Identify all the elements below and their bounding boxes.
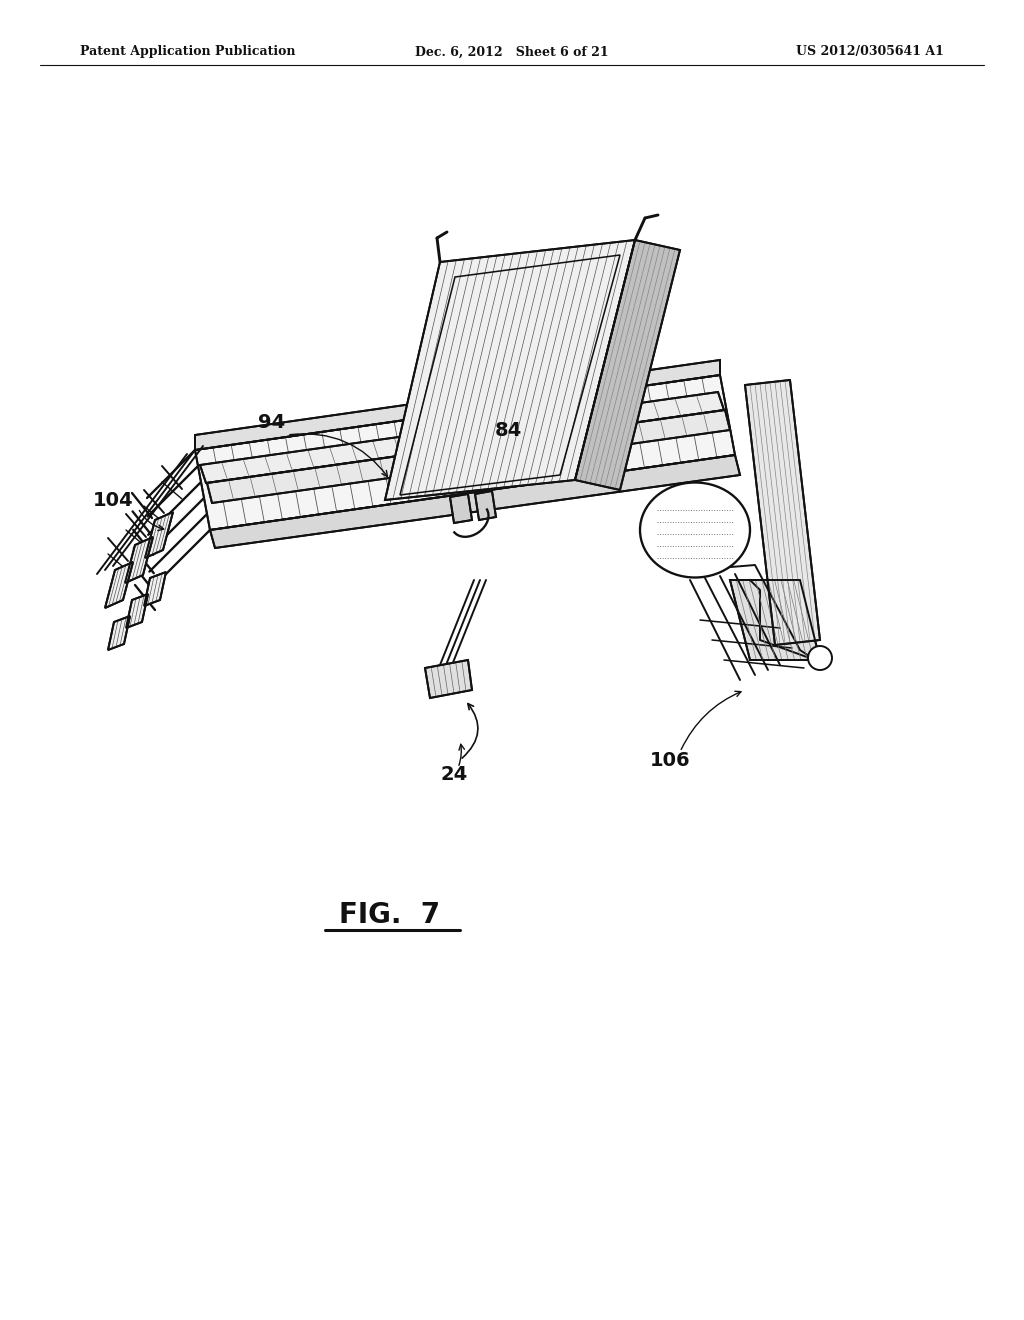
- Polygon shape: [195, 360, 720, 450]
- Text: Patent Application Publication: Patent Application Publication: [80, 45, 296, 58]
- Ellipse shape: [640, 483, 750, 578]
- Polygon shape: [126, 594, 148, 628]
- Circle shape: [808, 645, 831, 671]
- Polygon shape: [145, 512, 173, 558]
- Text: 94: 94: [258, 412, 285, 432]
- Polygon shape: [195, 375, 735, 531]
- Text: 104: 104: [93, 491, 133, 510]
- Polygon shape: [108, 616, 130, 649]
- Text: US 2012/0305641 A1: US 2012/0305641 A1: [796, 45, 944, 58]
- Text: 106: 106: [650, 751, 690, 770]
- Polygon shape: [144, 572, 166, 606]
- Polygon shape: [200, 392, 724, 483]
- Polygon shape: [450, 494, 472, 523]
- Text: Dec. 6, 2012   Sheet 6 of 21: Dec. 6, 2012 Sheet 6 of 21: [415, 45, 609, 58]
- Polygon shape: [730, 579, 820, 660]
- Text: FIG.  7: FIG. 7: [339, 902, 440, 929]
- Polygon shape: [425, 660, 472, 698]
- Text: 84: 84: [495, 421, 522, 440]
- Polygon shape: [745, 380, 820, 645]
- Polygon shape: [475, 491, 496, 520]
- Text: 24: 24: [440, 766, 467, 784]
- Polygon shape: [210, 455, 740, 548]
- Polygon shape: [125, 537, 153, 583]
- Polygon shape: [575, 240, 680, 490]
- Polygon shape: [207, 411, 730, 503]
- Polygon shape: [105, 562, 133, 609]
- Polygon shape: [385, 240, 635, 500]
